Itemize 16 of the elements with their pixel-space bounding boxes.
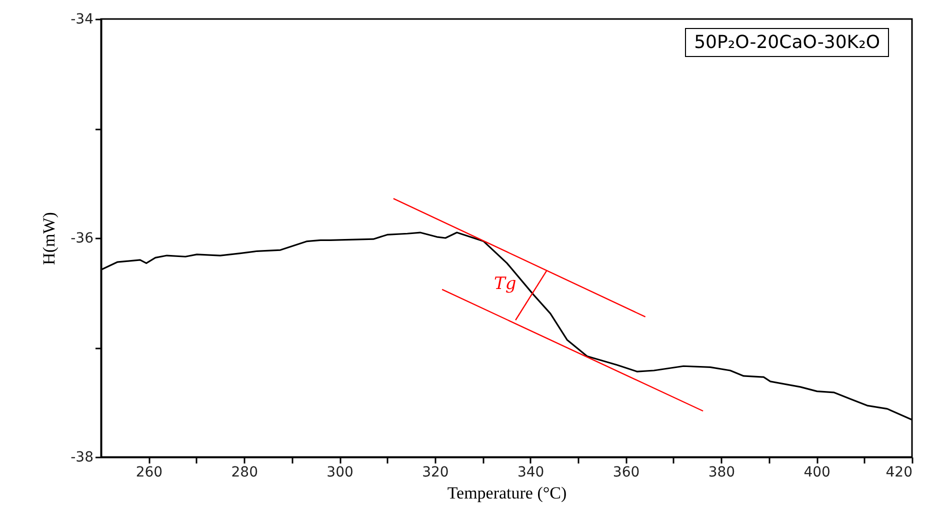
y-tick-label: -38 [70, 450, 94, 466]
x-tick-label: 380 [708, 464, 736, 480]
annotation: 50P₂O-20CaO-30K₂O [685, 28, 889, 57]
x-tick-label: 360 [612, 464, 640, 480]
x-tick-label: 280 [231, 464, 258, 480]
y-tick-label: -34 [70, 12, 94, 28]
x-tick-label: 400 [804, 464, 830, 480]
y-tick-label: -36 [70, 230, 94, 246]
x-tick-label: 320 [422, 464, 449, 480]
x-tick-label: 420 [886, 464, 912, 480]
x-axis-title: Temperature (°C) [447, 484, 567, 502]
x-tick-label: 340 [517, 464, 544, 480]
x-tick-label: 300 [326, 464, 354, 480]
annotation: Tg [494, 274, 516, 294]
y-axis-title: H(mW) [40, 212, 59, 265]
x-tick-label: 260 [136, 464, 163, 480]
